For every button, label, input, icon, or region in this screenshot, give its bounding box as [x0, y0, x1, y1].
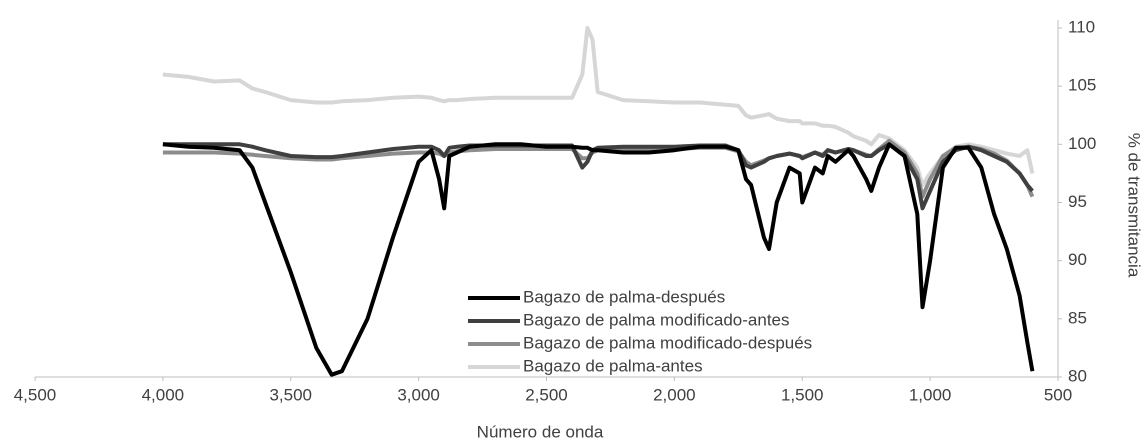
x-axis-title: Número de onda — [477, 422, 604, 441]
x-tick-label: 500 — [1044, 385, 1072, 404]
series-line — [162, 26, 1035, 187]
y-tick-label: 90 — [1068, 250, 1087, 269]
x-tick-label: 4,500 — [14, 385, 57, 404]
series-line — [162, 142, 1035, 377]
y-tick-label: 85 — [1068, 308, 1087, 327]
x-tick-label: 2,000 — [653, 385, 696, 404]
y-tick-label: 80 — [1068, 366, 1087, 385]
y-tick-label: 110 — [1068, 17, 1095, 36]
y-tick-label: 105 — [1068, 76, 1096, 95]
x-tick-label: 3,500 — [269, 385, 312, 404]
x-tick-label: 3,000 — [397, 385, 440, 404]
legend-label: Bagazo de palma modificado-después — [523, 333, 812, 352]
legend-label: Bagazo de palma-después — [523, 287, 725, 306]
x-tick-label: 1,500 — [781, 385, 824, 404]
legend-label: Bagazo de palma modificado-antes — [523, 310, 790, 329]
x-tick-label: 1,000 — [909, 385, 952, 404]
y-tick-label: 100 — [1068, 134, 1096, 153]
y-axis-title: % de transmitancia — [1125, 133, 1141, 278]
legend-label: Bagazo de palma-antes — [523, 356, 703, 375]
x-tick-label: 4,000 — [142, 385, 185, 404]
y-tick-label: 95 — [1068, 192, 1087, 211]
x-tick-label: 2,500 — [525, 385, 568, 404]
